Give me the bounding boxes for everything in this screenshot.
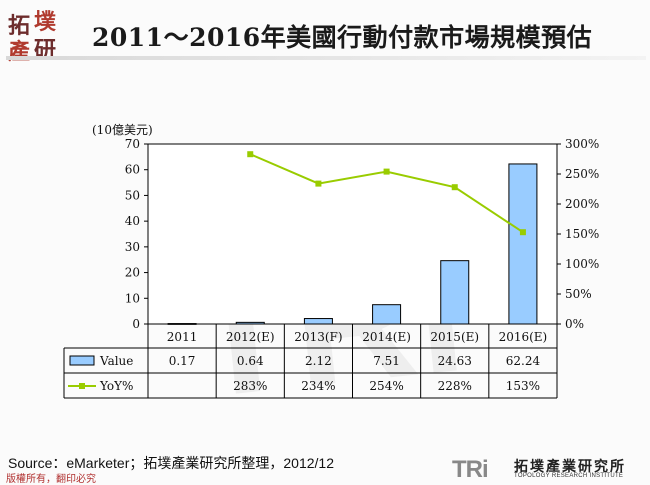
right-axis-tick-label: 300% xyxy=(565,137,599,151)
category-label: 2016(E) xyxy=(499,330,548,344)
bar xyxy=(372,304,402,325)
yoy-marker xyxy=(247,151,254,158)
table-cell-yoy: 234% xyxy=(301,379,335,393)
brand-name-en: TOPOLOGY RESEARCH INSTITUTE xyxy=(514,473,624,479)
logo: 拓 墣 產 研 xyxy=(2,2,62,65)
table-cell-value: 0.64 xyxy=(237,354,264,368)
yoy-marker xyxy=(519,229,526,236)
yoy-marker xyxy=(451,184,458,191)
bar xyxy=(440,260,470,325)
page-title: 2011～2016年美國行動付款市場規模預估 xyxy=(92,23,593,52)
copyright-note: 版權所有，翻印必究 xyxy=(6,474,96,485)
left-axis-tick-label: 20 xyxy=(125,266,140,280)
left-axis-tick-label: 70 xyxy=(125,137,140,151)
right-axis-tick-label: 100% xyxy=(565,257,599,271)
table-cell-value: 0.17 xyxy=(169,354,196,368)
table-cell-yoy: 254% xyxy=(369,379,403,393)
left-axis-tick-label: 60 xyxy=(125,163,140,177)
category-label: 2012(E) xyxy=(226,330,275,344)
table-cell-yoy: 228% xyxy=(438,379,472,393)
table-cell-yoy: 283% xyxy=(233,379,267,393)
right-axis-tick-label: 0% xyxy=(565,317,584,331)
bar xyxy=(508,163,538,325)
legend-label-value: Value xyxy=(99,354,133,368)
table-cell-yoy: 153% xyxy=(506,379,540,393)
left-axis-tick-label: 10 xyxy=(125,291,140,305)
right-axis-tick-label: 200% xyxy=(565,197,599,211)
logo-char-2: 墣 xyxy=(34,9,57,35)
category-label: 2015(E) xyxy=(430,330,479,344)
table-cell-value: 2.12 xyxy=(305,354,332,368)
table-cell-value: 7.51 xyxy=(373,354,400,368)
brand-logo: TRi 拓墣產業研究所 TOPOLOGY RESEARCH INSTITUTE xyxy=(452,456,642,483)
left-axis-tick-label: 50 xyxy=(125,188,140,202)
legend-key-value xyxy=(69,355,95,366)
table-cell-value: 24.63 xyxy=(438,354,472,368)
category-label: 2014(E) xyxy=(362,330,411,344)
right-axis-tick-label: 50% xyxy=(565,287,592,301)
plot-area xyxy=(147,143,558,325)
right-axis-tick-label: 150% xyxy=(565,227,599,241)
brand-name-cn: 拓墣產業研究所 xyxy=(514,459,626,475)
title-divider xyxy=(6,56,646,60)
y-axis-unit-label: (10億美元) xyxy=(92,123,153,137)
right-axis-tick-label: 250% xyxy=(565,167,599,181)
left-axis-tick-label: 0 xyxy=(132,317,140,331)
source-note: Source：eMarketer；拓墣產業研究所整理，2012/12 xyxy=(8,455,334,471)
logo-char-1: 拓 xyxy=(8,13,31,39)
legend-label-yoy: YoY% xyxy=(99,379,133,393)
category-label: 2013(F) xyxy=(294,330,342,344)
table-cell-value: 62.24 xyxy=(506,354,541,368)
yoy-marker xyxy=(383,168,390,175)
yoy-marker xyxy=(315,180,322,187)
legend-key-yoy-marker xyxy=(79,383,85,389)
bar xyxy=(303,318,333,325)
category-label: 2011 xyxy=(167,330,198,344)
left-axis-tick-label: 30 xyxy=(125,240,140,254)
left-axis-tick-label: 40 xyxy=(125,214,140,228)
brand-mark: TRi xyxy=(452,456,489,483)
